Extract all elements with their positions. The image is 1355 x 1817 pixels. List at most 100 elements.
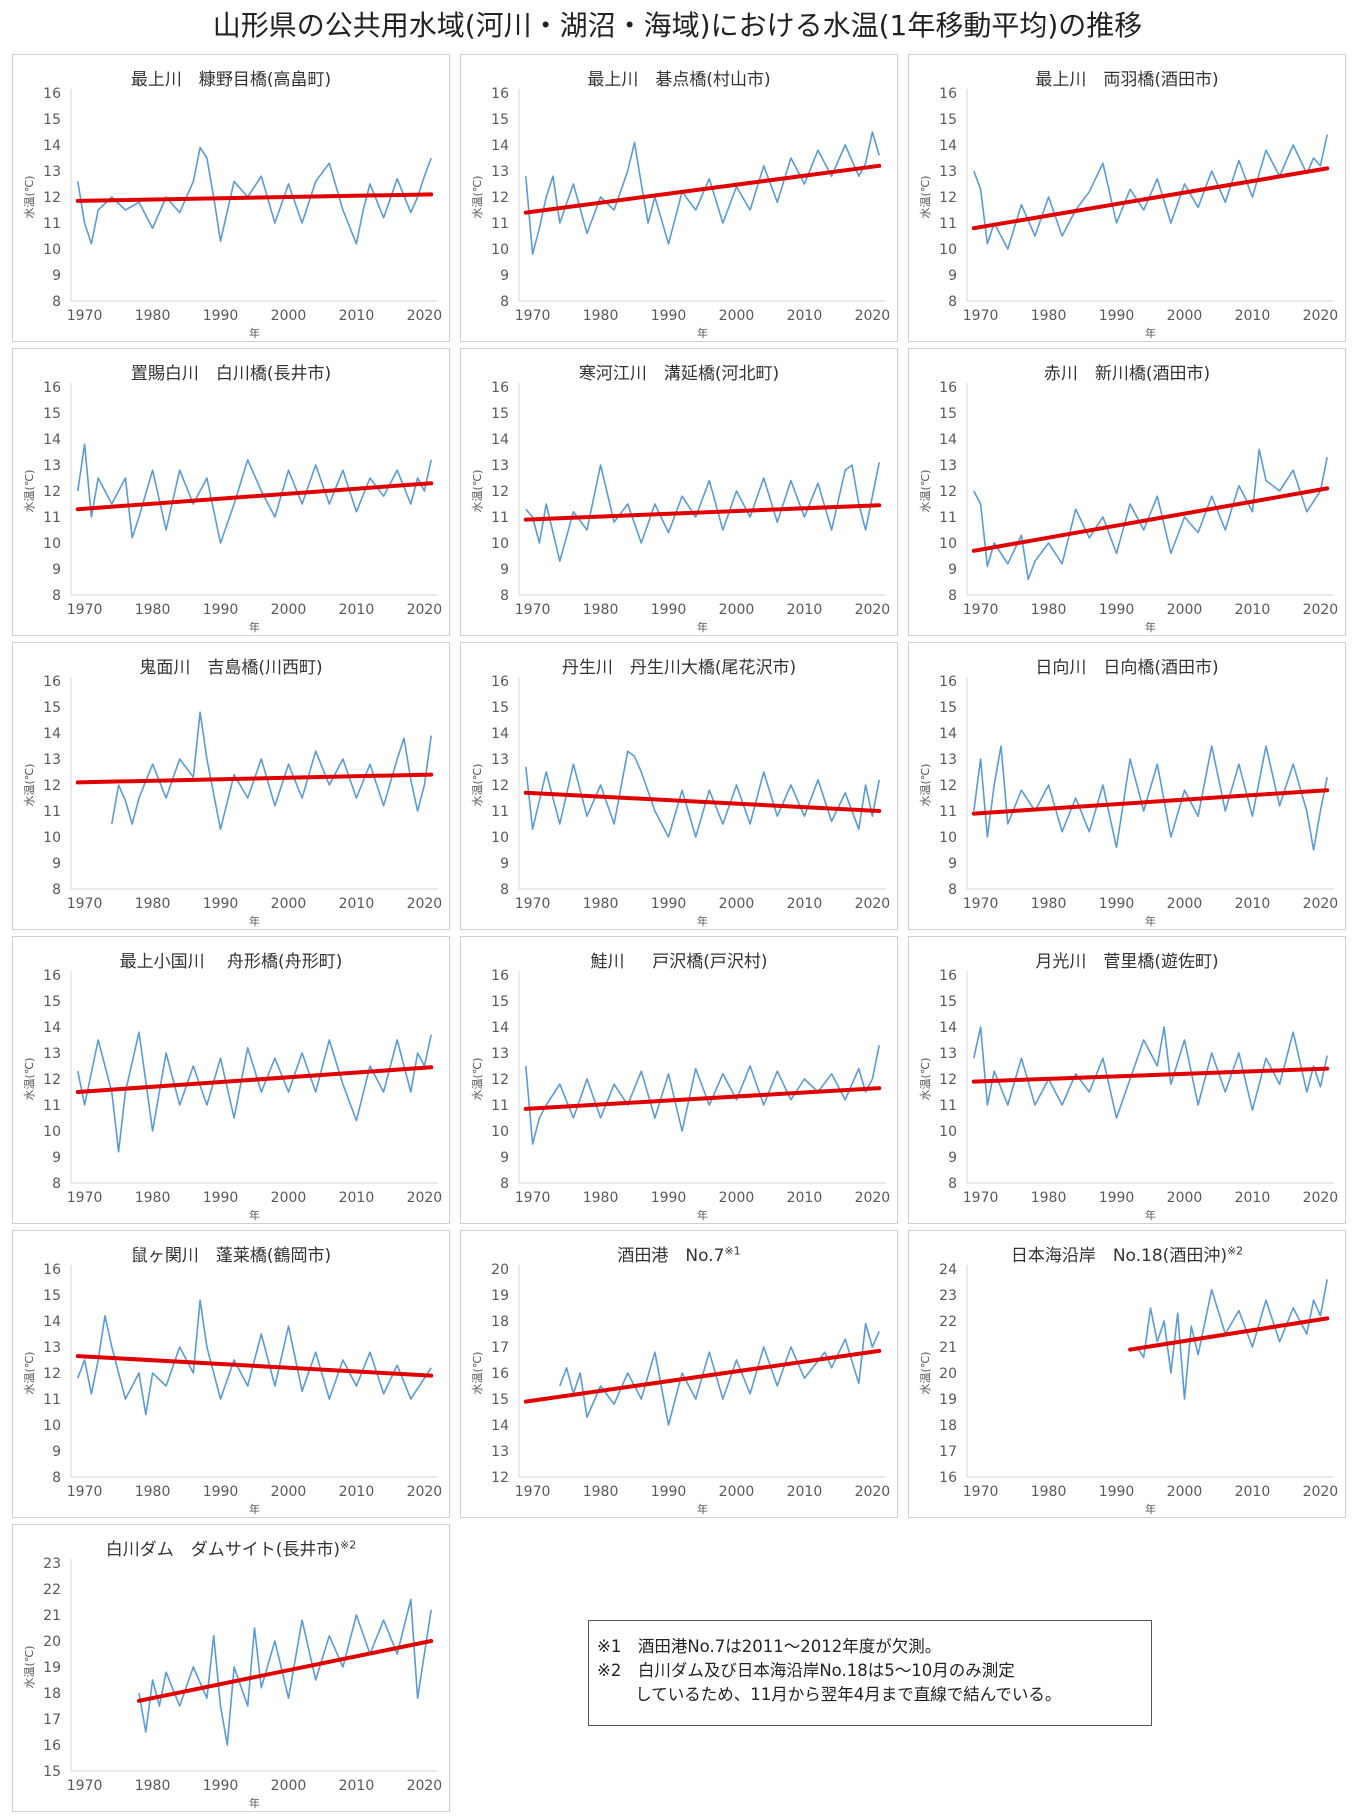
note-1: ※1 酒田港No.7は2011～2012年度が欠測。 xyxy=(597,1637,942,1656)
x-tick-label: 1980 xyxy=(135,1190,171,1206)
x-tick-label: 1980 xyxy=(1031,896,1067,912)
y-tick-label: 13 xyxy=(939,164,957,180)
trend-line xyxy=(971,166,1330,231)
x-tick-label: 1970 xyxy=(67,1484,103,1500)
chart-panel: 置賜白川 白川橋(長井市) 8 9 10 11 12 13 14 15 16 1970 1980 199… xyxy=(12,348,450,636)
y-tick-label: 10 xyxy=(491,830,509,846)
y-tick-label: 9 xyxy=(948,562,957,578)
y-tick-label: 8 xyxy=(52,1470,61,1486)
chart-title-note: ※2 xyxy=(1226,1244,1244,1258)
y-tick-label: 13 xyxy=(43,164,61,180)
chart-panel: 最上川 両羽橋(酒田市) 8 9 10 11 12 13 14 15 16 1970 1980 1990… xyxy=(908,54,1346,342)
y-tick-label: 9 xyxy=(500,1150,509,1166)
y-tick-label: 8 xyxy=(52,882,61,898)
y-tick-label: 12 xyxy=(491,778,509,794)
y-tick-label: 12 xyxy=(43,778,61,794)
x-tick-label: 2020 xyxy=(407,308,443,324)
trend-line xyxy=(136,1639,434,1703)
x-tick-label: 2020 xyxy=(1303,1190,1339,1206)
trend-line xyxy=(75,1354,434,1378)
x-tick-label: 1970 xyxy=(963,1484,999,1500)
y-tick-label: 15 xyxy=(491,700,509,716)
y-tick-label: 11 xyxy=(491,510,509,526)
x-axis-label: 年 xyxy=(1145,620,1156,634)
chart-title: 鬼面川 吉島橋(川西町) xyxy=(13,653,449,678)
y-tick-label: 8 xyxy=(948,588,957,604)
y-tick-label: 15 xyxy=(43,112,61,128)
y-axis-label: 水温(℃) xyxy=(919,764,932,807)
x-tick-label: 2010 xyxy=(1235,1190,1271,1206)
y-tick-label: 13 xyxy=(491,458,509,474)
y-tick-label: 20 xyxy=(939,1366,957,1382)
x-tick-label: 1980 xyxy=(1031,602,1067,618)
x-tick-label: 1980 xyxy=(583,1484,619,1500)
y-tick-label: 10 xyxy=(43,242,61,258)
chart-panel: 白川ダム ダムサイト(長井市)※2 15 16 17 18 19 20 21 22 23 1970 1… xyxy=(12,1524,450,1812)
y-tick-label: 22 xyxy=(43,1582,61,1598)
y-tick-label: 13 xyxy=(939,1046,957,1062)
y-tick-label: 16 xyxy=(939,380,957,396)
chart-title: 丹生川 丹生川大橋(尾花沢市) xyxy=(461,653,897,678)
y-tick-label: 15 xyxy=(43,1764,61,1780)
x-tick-label: 1990 xyxy=(651,1190,687,1206)
x-tick-label: 1990 xyxy=(1099,1484,1135,1500)
y-axis-label: 水温(℃) xyxy=(23,176,36,219)
x-tick-label: 2020 xyxy=(1303,308,1339,324)
trend-line xyxy=(971,486,1330,553)
x-tick-label: 2010 xyxy=(339,896,375,912)
y-tick-label: 9 xyxy=(500,562,509,578)
x-tick-label: 2020 xyxy=(855,896,891,912)
trend-line xyxy=(971,1066,1330,1084)
y-tick-label: 8 xyxy=(948,294,957,310)
y-tick-label: 16 xyxy=(939,968,957,984)
y-tick-label: 9 xyxy=(52,268,61,284)
chart-panel: 月光川 菅里橋(遊佐町) 8 9 10 11 12 13 14 15 16 1970 1980 1990… xyxy=(908,936,1346,1224)
y-tick-label: 17 xyxy=(939,1444,957,1460)
y-tick-label: 10 xyxy=(939,242,957,258)
y-tick-label: 15 xyxy=(43,406,61,422)
x-tick-label: 1970 xyxy=(67,896,103,912)
x-tick-label: 2020 xyxy=(1303,896,1339,912)
x-tick-label: 1970 xyxy=(67,1190,103,1206)
y-tick-label: 14 xyxy=(491,1020,509,1036)
x-tick-label: 1970 xyxy=(515,1190,551,1206)
chart-title-text: 最上川 碁点橋(村山市) xyxy=(587,70,771,90)
y-tick-label: 14 xyxy=(939,432,957,448)
x-tick-label: 1980 xyxy=(135,1778,171,1794)
y-tick-label: 10 xyxy=(491,536,509,552)
chart-panel: 最上川 碁点橋(村山市) 8 9 10 11 12 13 14 15 16 1970 1980 1990… xyxy=(460,54,898,342)
y-tick-label: 8 xyxy=(500,1176,509,1192)
x-tick-label: 2000 xyxy=(719,602,755,618)
y-tick-label: 14 xyxy=(491,138,509,154)
chart-panel: 鮭川 戸沢橋(戸沢村) 8 9 10 11 12 13 14 15 16 1970 1980 1990 2… xyxy=(460,936,898,1224)
x-tick-label: 1990 xyxy=(203,1484,239,1500)
y-tick-label: 11 xyxy=(939,510,957,526)
x-tick-label: 2010 xyxy=(1235,308,1271,324)
notes-box: ※1 酒田港No.7は2011～2012年度が欠測。 ※2 白川ダム及び日本海沿… xyxy=(588,1620,1152,1726)
note-2: ※2 白川ダム及び日本海沿岸No.18は5～10月のみ測定 xyxy=(597,1661,1015,1680)
x-axis-label: 年 xyxy=(249,326,260,340)
x-axis-label: 年 xyxy=(249,1502,260,1516)
y-tick-label: 14 xyxy=(43,138,61,154)
y-tick-label: 8 xyxy=(500,882,509,898)
y-tick-label: 18 xyxy=(43,1686,61,1702)
x-axis-label: 年 xyxy=(1145,1208,1156,1222)
y-tick-label: 18 xyxy=(939,1418,957,1434)
chart-svg: 8 9 10 11 12 13 14 15 16 1970 1980 1990 2000 2010 2020… xyxy=(23,380,442,634)
chart-title: 赤川 新川橋(酒田市) xyxy=(909,359,1345,384)
trend-line xyxy=(75,772,434,785)
x-tick-label: 2000 xyxy=(719,1484,755,1500)
x-tick-label: 1980 xyxy=(135,896,171,912)
y-tick-label: 13 xyxy=(491,1046,509,1062)
y-tick-label: 16 xyxy=(491,86,509,102)
y-tick-label: 14 xyxy=(491,726,509,742)
y-axis-label: 水温(℃) xyxy=(23,764,36,807)
x-tick-label: 2020 xyxy=(855,308,891,324)
x-axis-label: 年 xyxy=(697,914,708,928)
x-tick-label: 1990 xyxy=(651,896,687,912)
y-tick-label: 19 xyxy=(43,1660,61,1676)
chart-title-text: 鬼面川 吉島橋(川西町) xyxy=(139,658,323,678)
series-line xyxy=(973,745,1328,851)
y-tick-label: 15 xyxy=(939,994,957,1010)
y-tick-label: 23 xyxy=(43,1556,61,1572)
